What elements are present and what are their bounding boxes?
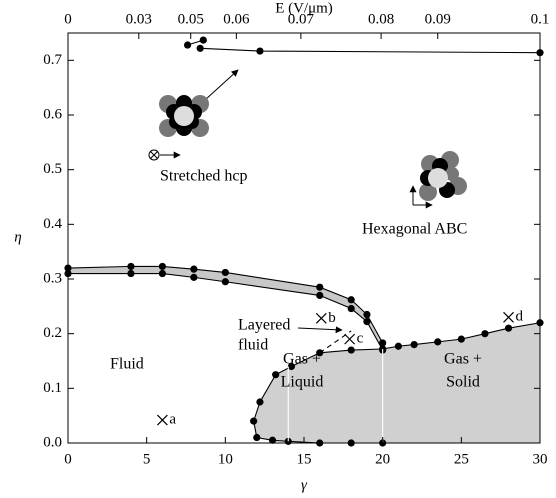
- y-tick-label: 0.4: [43, 216, 62, 232]
- data-point: [363, 318, 371, 326]
- y-tick-label: 0.0: [43, 434, 62, 450]
- x-tick-label: 25: [454, 451, 469, 467]
- data-point: [127, 269, 135, 278]
- data-point: [127, 262, 135, 271]
- data-point: [221, 278, 229, 286]
- annotation: Layered: [238, 317, 290, 334]
- y-tick-label: 0.6: [43, 106, 62, 122]
- plot-area: 0 5 10 15 20 25 30 0.0 0.1 0.2 0.3 0.4 0.5 0.6 0.7 0 0.0…: [14, 0, 549, 493]
- data-point: [363, 310, 371, 319]
- x2-tick-label: 0.07: [288, 11, 315, 27]
- data-point: [158, 262, 166, 271]
- data-point: [199, 36, 207, 44]
- annotation: Fluid: [110, 356, 144, 373]
- boundary-line: [319, 330, 352, 354]
- arrow: [204, 69, 239, 101]
- data-point: [253, 433, 261, 442]
- x2-tick-label: 0.08: [368, 11, 394, 27]
- data-point: [410, 341, 418, 349]
- x-tick-label: 20: [375, 451, 390, 467]
- data-point: [287, 362, 296, 371]
- data-point: [434, 338, 442, 346]
- y-tick-label: 0.7: [43, 52, 62, 68]
- data-point: [379, 339, 387, 347]
- y-axis-label: η: [14, 229, 21, 245]
- state-point: [344, 333, 356, 345]
- y-tick-label: 0.5: [43, 161, 62, 177]
- x2-tick-label: 0.1: [531, 11, 550, 27]
- data-point: [504, 324, 513, 332]
- state-point: [503, 311, 514, 323]
- x-tick-label: 30: [533, 451, 548, 467]
- y-tick-label: 0.3: [43, 270, 62, 286]
- y-tick-label: 0.2: [43, 325, 62, 341]
- molecule-icon: [409, 151, 467, 209]
- x-tick-label: 10: [218, 451, 233, 467]
- state-point: [156, 414, 168, 426]
- x2-tick-label: 0.09: [425, 11, 451, 27]
- x2-tick-label: 0.05: [178, 11, 204, 27]
- annotation: Stretched hcp: [160, 168, 248, 185]
- data-point: [256, 47, 264, 55]
- data-point: [221, 268, 229, 277]
- data-point: [457, 335, 465, 343]
- annotation: Liquid: [281, 374, 324, 391]
- data-point: [256, 398, 264, 406]
- data-point: [347, 346, 355, 354]
- x2-tick-label: 0.03: [126, 11, 152, 27]
- data-point: [394, 342, 402, 350]
- annotation: Solid: [446, 374, 480, 391]
- state-point-label: d: [516, 309, 524, 325]
- annotation: Gas +: [283, 351, 321, 368]
- x-tick-label: 15: [297, 451, 312, 467]
- data-point: [347, 304, 355, 313]
- state-point-label: c: [357, 331, 364, 347]
- x-tick-label: 0: [64, 451, 72, 467]
- region: [68, 266, 383, 351]
- state-point-label: a: [169, 411, 176, 427]
- x2-axis-label: E (V/μm): [275, 0, 333, 16]
- data-point: [316, 291, 324, 299]
- data-point: [158, 269, 166, 278]
- y-tick-label: 0.1: [43, 380, 62, 396]
- data-point: [190, 265, 198, 273]
- data-point: [272, 371, 280, 379]
- annotation: fluid: [238, 337, 268, 354]
- data-point: [268, 436, 277, 444]
- data-point: [196, 44, 204, 52]
- data-point: [183, 41, 192, 49]
- data-point: [316, 283, 324, 291]
- data-point: [347, 296, 355, 304]
- state-point-label: b: [328, 310, 336, 326]
- x2-tick-label: 0: [64, 11, 72, 27]
- data-point: [481, 330, 489, 338]
- annotation: Hexagonal ABC: [362, 221, 467, 238]
- annotation: Gas +: [444, 351, 482, 368]
- x2-tick-label: 0.06: [223, 11, 250, 27]
- molecule-icon: [148, 95, 209, 161]
- boundary-line: [200, 47, 541, 54]
- x-tick-label: 5: [143, 451, 151, 467]
- arrow: [297, 326, 343, 334]
- state-point: [315, 312, 327, 324]
- data-point: [190, 273, 198, 281]
- data-point: [250, 417, 258, 425]
- x-axis-label: γ: [301, 477, 308, 493]
